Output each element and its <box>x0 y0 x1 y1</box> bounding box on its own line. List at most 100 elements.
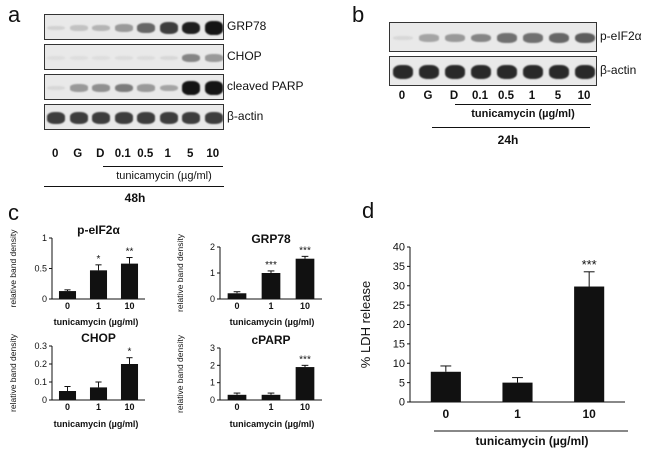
y-tick-label: 1 <box>210 378 215 388</box>
lane-label: D <box>449 90 459 102</box>
category-label: 0 <box>234 301 239 311</box>
blot-strip-1 <box>389 56 597 86</box>
lane-label: 1 <box>528 90 536 102</box>
lane-label: 1 <box>164 148 171 160</box>
chart-title: p-eIF2α <box>77 223 120 237</box>
y-tick-label: 0 <box>399 397 405 409</box>
bar <box>295 258 315 299</box>
y-tick-label: 10 <box>393 358 405 370</box>
blot-band <box>114 24 133 32</box>
panel-b-time-bracket <box>432 127 590 128</box>
blot-band <box>47 55 66 61</box>
lane-label: 0.1 <box>114 148 131 160</box>
y-tick-label: 3 <box>210 343 215 353</box>
blot-band <box>392 35 414 41</box>
lane-label: 0.1 <box>472 90 488 102</box>
y-tick-label: 30 <box>393 280 405 292</box>
strip-label: CHOP <box>227 49 262 63</box>
chart-title: CHOP <box>81 331 116 345</box>
y-axis-label: relative band density <box>8 229 18 308</box>
lane-label: 0.5 <box>137 148 154 160</box>
bar <box>261 273 281 299</box>
blot-band <box>470 65 492 79</box>
blot-band <box>496 33 518 43</box>
category-label: 1 <box>514 407 521 421</box>
y-tick-label: 5 <box>399 377 405 389</box>
blot-band <box>182 81 201 95</box>
bar <box>120 263 139 299</box>
blot-band <box>182 21 201 35</box>
category-label: 10 <box>124 301 134 311</box>
category-label: 1 <box>96 402 101 412</box>
y-tick-label: 2 <box>210 242 215 252</box>
strip-label: cleaved PARP <box>227 79 304 93</box>
panel-a-treatment-label: tunicamycin (µg/ml) <box>116 170 212 182</box>
blot-band <box>92 112 111 124</box>
y-axis-label: % LDH release <box>358 281 373 368</box>
panel-b-treatment-label: tunicamycin (µg/ml) <box>471 108 575 120</box>
y-tick-label: 15 <box>393 339 405 351</box>
chart-title: GRP78 <box>251 232 291 246</box>
lane-label: 0.5 <box>498 90 514 102</box>
y-tick-label: 0.3 <box>34 341 47 351</box>
y-tick-label: 1 <box>210 268 215 278</box>
y-tick-label: 40 <box>393 242 405 254</box>
chart-title: cPARP <box>251 333 290 347</box>
lane-label: G <box>73 148 83 160</box>
blot-band <box>114 112 133 124</box>
blot-strip-0 <box>44 14 224 40</box>
blot-band <box>159 112 178 124</box>
blot-band <box>204 81 223 95</box>
blot-band <box>137 112 156 124</box>
blot-band <box>92 24 111 31</box>
y-tick-label: 1 <box>42 233 47 243</box>
significance-marker: *** <box>299 245 311 256</box>
y-tick-label: 0.1 <box>34 377 47 387</box>
y-axis-label: relative band density <box>8 333 18 412</box>
y-tick-label: 0.5 <box>34 264 47 274</box>
blot-band <box>182 112 201 124</box>
panel-a-treatment-bracket <box>103 166 223 167</box>
blot-strip-0 <box>389 22 597 52</box>
panel-b-label: b <box>352 2 365 27</box>
blot-band <box>69 112 88 124</box>
blot-band <box>159 22 178 34</box>
strip-label: p-eIF2α <box>600 29 642 43</box>
significance-marker: *** <box>582 257 597 272</box>
blot-band <box>574 65 596 79</box>
category-label: 0 <box>234 402 239 412</box>
blot-band <box>47 25 66 31</box>
significance-marker: * <box>128 347 132 358</box>
blot-band <box>137 55 156 61</box>
category-label: 0 <box>442 407 449 421</box>
category-label: 10 <box>582 407 596 421</box>
x-axis-label: tunicamycin (µg/ml) <box>230 419 315 429</box>
significance-marker: *** <box>299 354 311 365</box>
blot-band <box>92 84 111 92</box>
panel-a-time-bracket <box>44 186 224 187</box>
bar <box>261 394 281 400</box>
lane-label: 10 <box>577 90 591 102</box>
panel-a-label: a <box>8 2 21 27</box>
bar <box>58 391 77 400</box>
bar <box>574 286 605 402</box>
category-label: 1 <box>268 301 273 311</box>
blot-band <box>204 112 223 124</box>
y-tick-label: 0 <box>42 294 47 304</box>
blot-band <box>522 33 544 43</box>
blot-band <box>69 25 88 31</box>
y-tick-label: 0.2 <box>34 359 47 369</box>
strip-label: β-actin <box>600 63 637 77</box>
category-label: 0 <box>65 301 70 311</box>
category-label: 10 <box>300 402 310 412</box>
category-label: 0 <box>65 402 70 412</box>
panel-c-label: c <box>8 200 19 225</box>
blot-band <box>47 112 66 124</box>
blot-strip-3 <box>44 104 224 130</box>
blot-strip-2 <box>44 74 224 100</box>
y-tick-label: 2 <box>210 360 215 370</box>
significance-marker: *** <box>265 260 277 271</box>
blot-band <box>574 32 596 44</box>
blot-band <box>522 65 544 79</box>
blot-band <box>444 65 466 79</box>
